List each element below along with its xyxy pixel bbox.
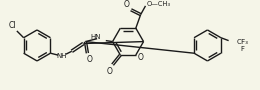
Text: F: F xyxy=(240,46,244,52)
Text: O: O xyxy=(138,53,144,62)
Text: NH: NH xyxy=(57,53,67,59)
Text: Cl: Cl xyxy=(8,21,16,30)
Text: HN: HN xyxy=(90,34,101,40)
Text: O—CH₃: O—CH₃ xyxy=(147,1,171,7)
Text: CF₃: CF₃ xyxy=(236,39,248,45)
Text: O: O xyxy=(86,55,92,64)
Text: O: O xyxy=(107,67,113,76)
Text: O: O xyxy=(123,0,129,9)
